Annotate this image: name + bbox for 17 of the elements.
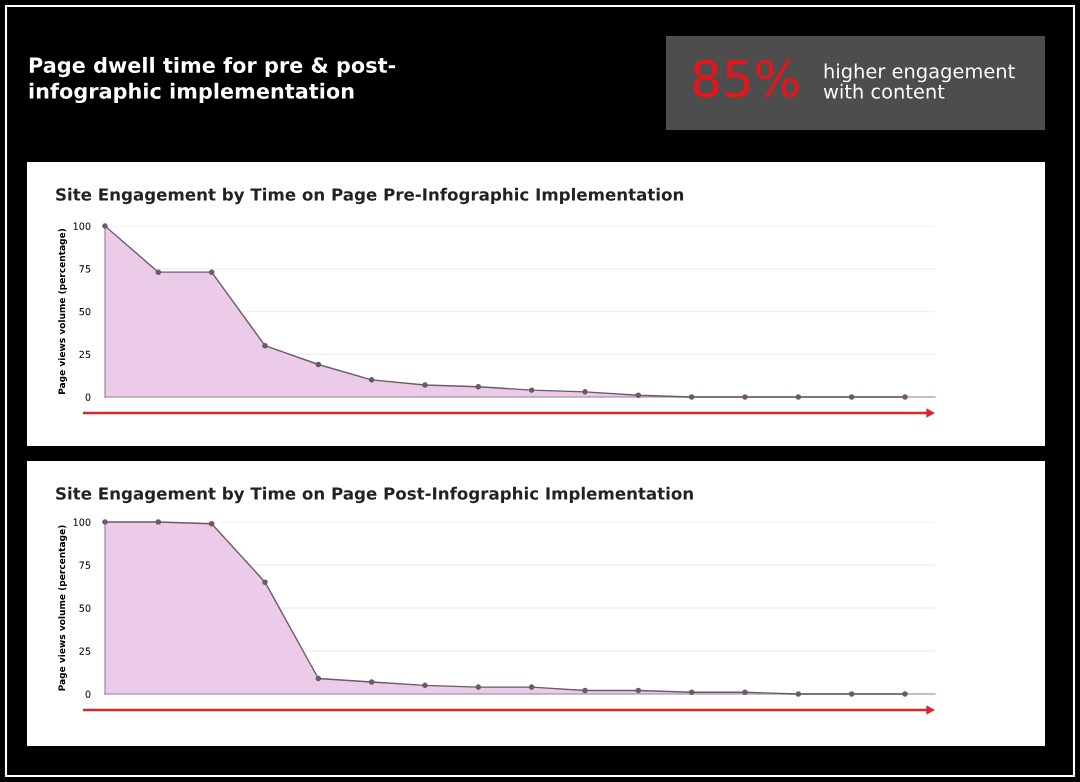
y-tick-label: 50 [79,604,91,612]
y-tick-label: 0 [85,690,91,698]
chart-title: Site Engagement by Time on Page Post-Infographic Implementation [56,486,693,504]
text: higher engagement with content [823,63,1015,99]
y-axis-title: Page views volume (percentage) [58,525,67,691]
y-tick-label: 75 [79,265,91,273]
text: Page dwell time for pre & post-infographic implementation [29,56,396,104]
y-tick-label: 25 [79,350,91,359]
y-axis-title: Page views volume (percentage) [58,228,67,394]
y-tick-label: 75 [79,561,91,569]
y-tick-label: 0 [85,393,91,401]
y-tick-label: 50 [79,307,91,316]
chart-title: Site Engagement by Time on Page Pre-Infographic Implementation [56,187,684,205]
y-tick-label: 25 [79,647,91,655]
y-tick-label: 100 [73,222,91,230]
y-tick-label: 100 [73,518,91,526]
text: 85% [693,59,799,98]
